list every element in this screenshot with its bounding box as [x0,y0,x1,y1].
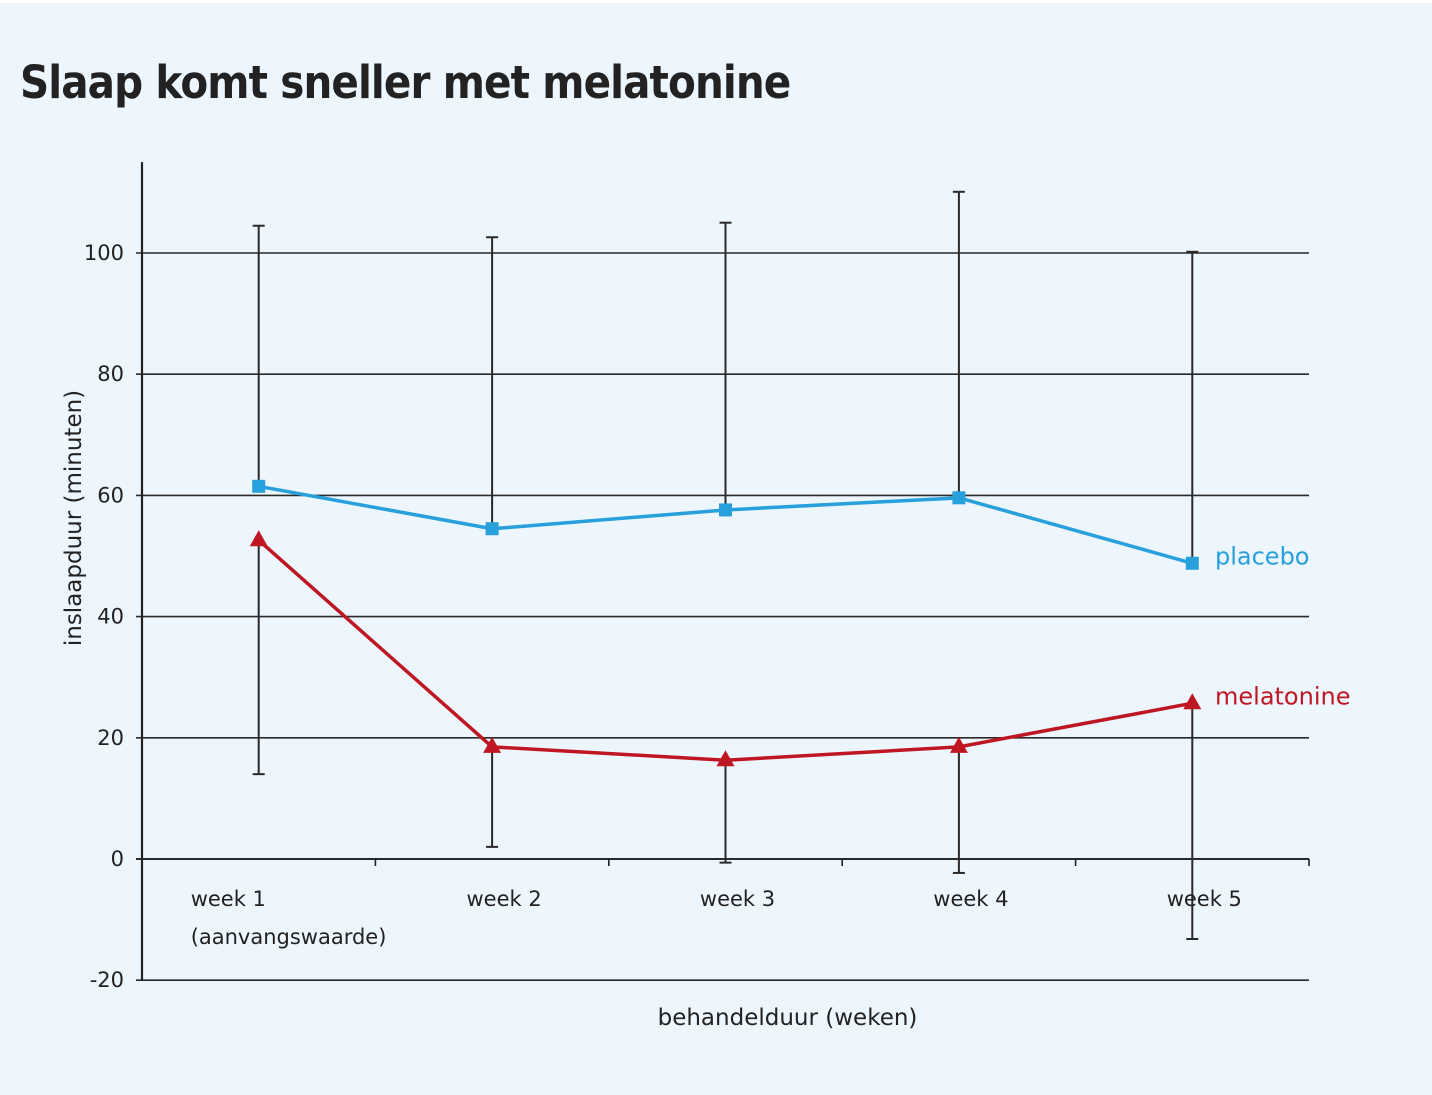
marker-melatonine [483,736,502,753]
x-axis-title: behandelduur (weken) [658,1005,918,1031]
y-tick-label: 100 [84,241,124,265]
series-label-melatonine: melatonine [1215,682,1350,710]
x-tick-label: week 2 [466,887,541,911]
marker-placebo [1185,556,1199,570]
line-melatonine [257,538,1193,762]
marker-placebo [485,522,499,536]
marker-melatonine [716,750,735,767]
error-bars [252,190,1199,940]
y-tick-label: 80 [97,362,124,386]
x-tick-label: week 4 [933,887,1008,911]
series-markers [249,479,1202,767]
gridlines [136,252,1309,982]
y-tick-label: 20 [97,726,124,750]
chart-panel [0,3,1432,1095]
y-tick-label: 40 [97,605,124,629]
y-tick-label: 60 [97,483,124,507]
marker-melatonine [1183,693,1202,710]
y-axis-title: inslaapduur (minuten) [61,390,87,646]
chart-title: Slaap komt sneller met melatonine [20,56,791,109]
x-tick-label: week 3 [700,887,775,911]
x-tick-label: week 5 [1167,887,1242,911]
marker-placebo [252,479,266,493]
y-tick-label: 0 [111,847,124,871]
marker-placebo [952,491,966,505]
y-tick-label: -20 [90,968,124,992]
labels: -20 0 20 40 60 80 100 week 1 (aanvangswaarde) wee… [61,241,1350,1031]
x-tick-label: week 1 [191,887,266,911]
axes [140,162,1310,981]
marker-melatonine [249,530,268,547]
marker-placebo [719,503,732,517]
x-tick-label-sub: (aanvangswaarde) [191,925,387,949]
series-lines [257,484,1193,762]
series-label-placebo: placebo [1215,542,1310,570]
marker-melatonine [949,736,968,753]
